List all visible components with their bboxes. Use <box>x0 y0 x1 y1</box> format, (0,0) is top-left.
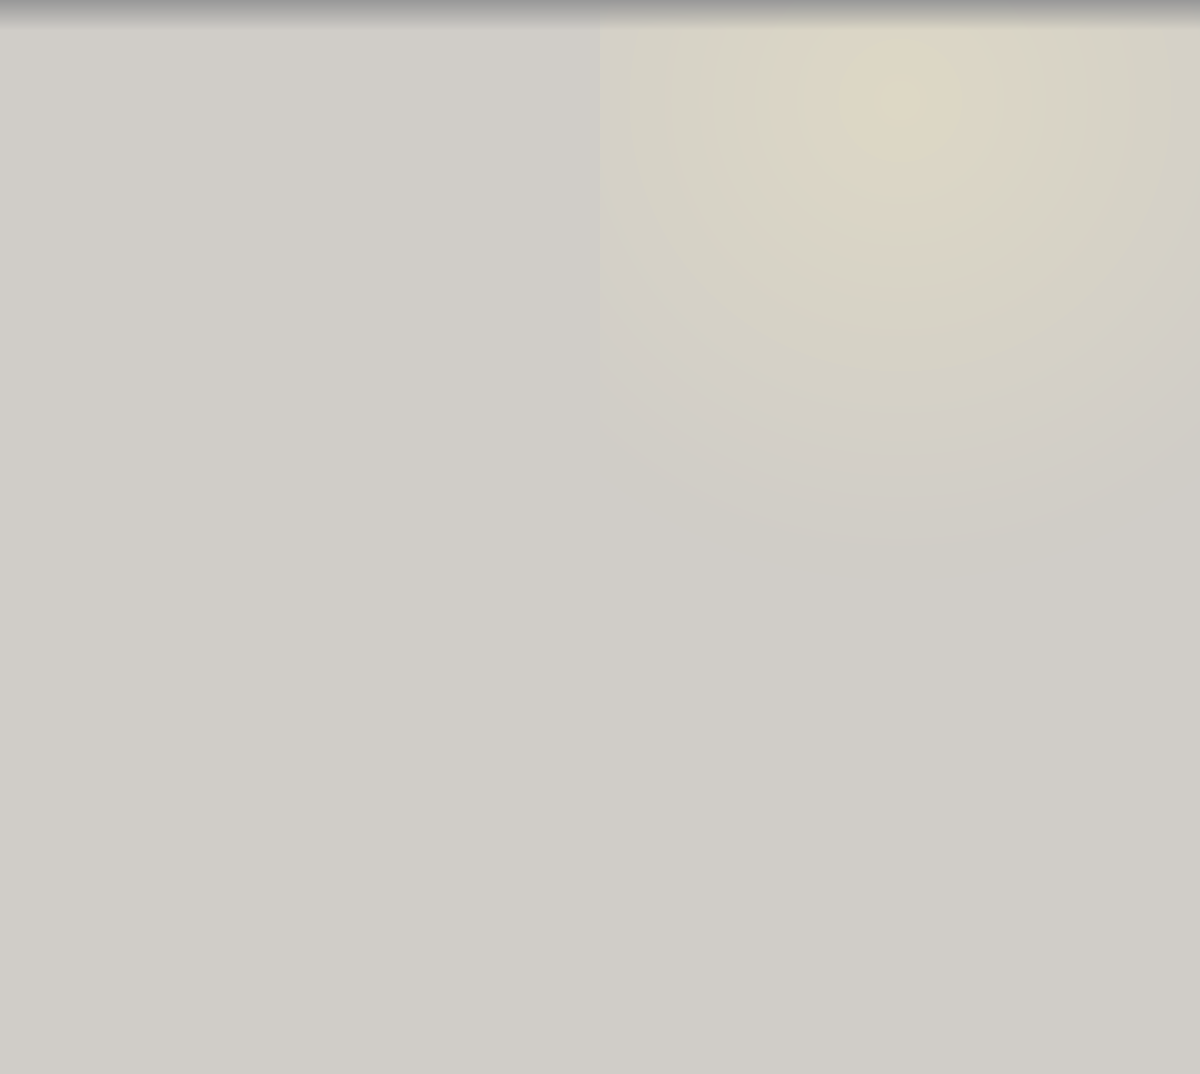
Text: $\mathbf{B.}$ ΔG < 0 ;  ΔH > 0 ; ΔS > 0: $\mathbf{B.}$ ΔG < 0 ; ΔH > 0 ; ΔS > 0 <box>114 582 676 621</box>
Text: which of the following is true?: which of the following is true? <box>36 360 618 397</box>
Text: $\mathbf{C.}$ ΔG < 0 ;  ΔH < 0 ; ΔS > 0: $\mathbf{C.}$ ΔG < 0 ; ΔH < 0 ; ΔS > 0 <box>114 695 674 734</box>
Text: $\mathbf{A.}$ ΔG < 0 ;  ΔH < 0 ; ΔS < 0: $\mathbf{A.}$ ΔG < 0 ; ΔH < 0 ; ΔS < 0 <box>114 469 676 508</box>
Text: $\mathbf{D.}$ ΔG > 0 ;  ΔH > 0 ; ΔS > 0: $\mathbf{D.}$ ΔG > 0 ; ΔH > 0 ; ΔS > 0 <box>114 808 678 846</box>
Text: For the given reaction when taking place at a high temperature,: For the given reaction when taking place… <box>36 70 1200 107</box>
Text: CaCO$_{\mathregular{3(s)}}$   -->   CO$_{\mathregular{2(g)}}$  +  CaO$_{\mathreg: CaCO$_{\mathregular{3(s)}}$ --> CO$_{\ma… <box>336 215 1036 265</box>
